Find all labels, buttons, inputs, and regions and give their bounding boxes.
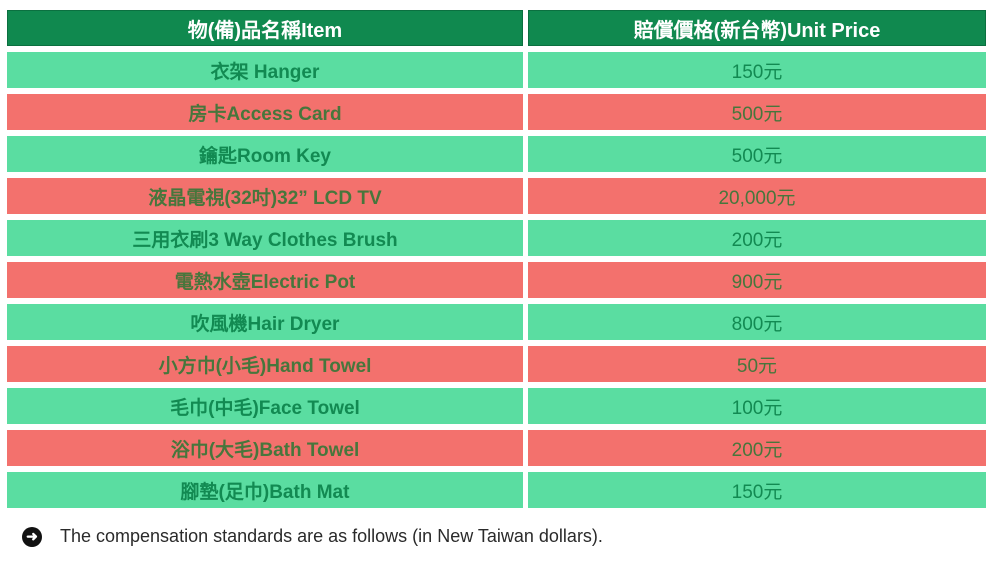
item-cell: 小方巾(小毛)Hand Towel: [7, 346, 523, 382]
item-cell: 三用衣刷3 Way Clothes Brush: [7, 220, 523, 256]
footer-note-text: The compensation standards are as follow…: [60, 526, 603, 546]
price-cell: 200元: [528, 220, 986, 256]
item-cell: 房卡Access Card: [7, 94, 523, 130]
price-cell: 100元: [528, 388, 986, 424]
table-header-item: 物(備)品名稱Item: [7, 10, 523, 46]
table-header-unit-price: 賠償價格(新台幣)Unit Price: [528, 10, 986, 46]
item-cell: 毛巾(中毛)Face Towel: [7, 388, 523, 424]
item-cell: 吹風機Hair Dryer: [7, 304, 523, 340]
price-cell: 150元: [528, 472, 986, 508]
item-cell: 液晶電視(32吋)32” LCD TV: [7, 178, 523, 214]
price-cell: 20,000元: [528, 178, 986, 214]
item-cell: 腳墊(足巾)Bath Mat: [7, 472, 523, 508]
price-cell: 500元: [528, 94, 986, 130]
price-cell: 150元: [528, 52, 986, 88]
price-cell: 50元: [528, 346, 986, 382]
price-cell: 800元: [528, 304, 986, 340]
price-cell: 500元: [528, 136, 986, 172]
footer-note: ➜ The compensation standards are as foll…: [22, 526, 992, 547]
item-cell: 衣架 Hanger: [7, 52, 523, 88]
price-cell: 900元: [528, 262, 986, 298]
compensation-table: 物(備)品名稱Item 賠償價格(新台幣)Unit Price 衣架 Hange…: [7, 10, 986, 508]
price-cell: 200元: [528, 430, 986, 466]
item-cell: 浴巾(大毛)Bath Towel: [7, 430, 523, 466]
item-cell: 電熱水壺Electric Pot: [7, 262, 523, 298]
item-cell: 鑰匙Room Key: [7, 136, 523, 172]
arrow-right-icon: ➜: [22, 526, 42, 547]
